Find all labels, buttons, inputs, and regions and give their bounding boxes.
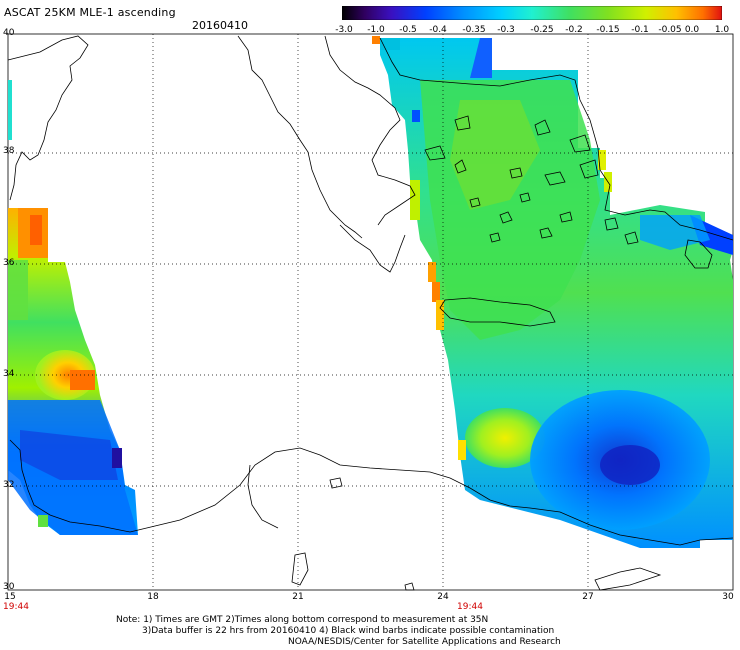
colorbar-label: -0.05 — [658, 25, 682, 35]
western-swath — [8, 80, 138, 535]
chart-date: 20160410 — [192, 19, 248, 32]
lon-label: 18 — [147, 592, 159, 602]
time-label-east: 19:44 — [457, 602, 483, 612]
note-line-3: NOAA/NESDIS/Center for Satellite Applica… — [288, 637, 561, 647]
graticule — [8, 34, 733, 590]
lat-label: 38 — [3, 146, 15, 156]
time-label-west: 19:44 — [3, 602, 29, 612]
lon-label: 27 — [582, 592, 594, 602]
colorbar-label: -0.3 — [497, 25, 515, 35]
lat-label: 40 — [3, 28, 15, 38]
lon-label: 24 — [437, 592, 449, 602]
lat-label: 34 — [3, 369, 15, 379]
lon-label: 15 — [4, 592, 16, 602]
lat-label: 32 — [3, 480, 15, 490]
colorbar-label: -0.35 — [462, 25, 486, 35]
colorbar-label: -0.4 — [429, 25, 447, 35]
colorbar-label: -0.2 — [565, 25, 583, 35]
colorbar-label: -0.15 — [596, 25, 620, 35]
note-line-1: Note: 1) Times are GMT 2)Times along bot… — [116, 615, 489, 625]
colorbar-label: 0.0 — [684, 25, 700, 35]
colorbar-label: -1.0 — [367, 25, 385, 35]
colorbar-labels: -3.0 -1.0 -0.5 -0.4 -0.35 -0.3 -0.25 -0.… — [335, 25, 734, 37]
lat-label: 30 — [3, 582, 15, 592]
colorbar-label: -0.25 — [530, 25, 554, 35]
lon-label: 30 — [722, 592, 734, 602]
chart-title: ASCAT 25KM MLE-1 ascending — [4, 6, 176, 19]
note-line-2: 3)Data buffer is 22 hrs from 20160410 4)… — [142, 626, 555, 636]
colorbar-label: 1.0 — [714, 25, 730, 35]
eastern-swath — [372, 36, 733, 548]
colorbar-label: -0.5 — [399, 25, 417, 35]
colorbar-label: -3.0 — [335, 25, 353, 35]
coastlines — [7, 35, 734, 591]
lon-label: 21 — [292, 592, 304, 602]
lat-label: 36 — [3, 258, 15, 268]
colorbar-label: -0.1 — [631, 25, 649, 35]
colorbar — [342, 6, 722, 20]
